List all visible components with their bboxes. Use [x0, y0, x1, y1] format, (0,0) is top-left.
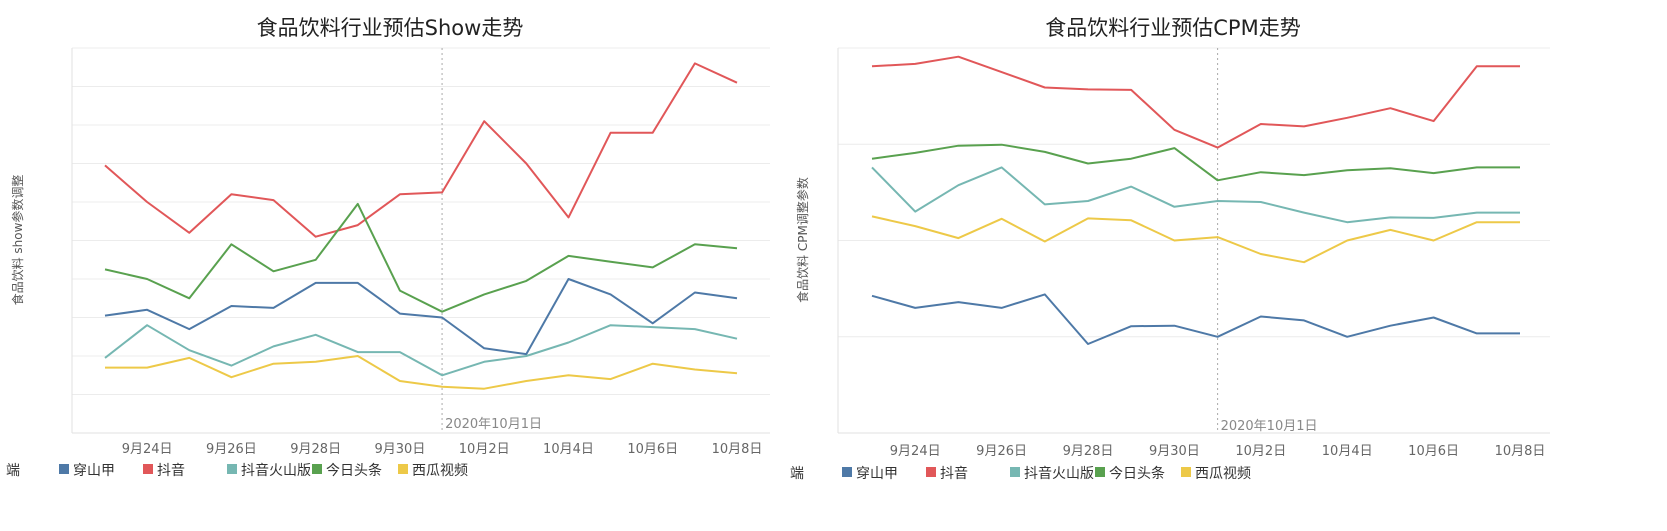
x-tick-label: 9月24日: [890, 444, 941, 459]
x-tick-label: 10月8日: [712, 442, 763, 457]
x-tick-label: 9月26日: [976, 444, 1027, 459]
series-line-穿山甲: [104, 278, 738, 356]
x-tick-label: 9月30日: [1149, 444, 1200, 459]
chart-title: 食品饮料行业预估Show走势: [257, 16, 524, 40]
legend-swatch[interactable]: [926, 467, 936, 477]
x-tick-label: 9月28日: [1063, 444, 1114, 459]
legend-item-label[interactable]: 抖音火山版: [1024, 465, 1094, 482]
series-line-抖音: [104, 62, 738, 238]
reference-line-label: 2020年10月1日: [1221, 419, 1318, 434]
legend-swatch[interactable]: [143, 464, 153, 474]
x-tick-label: 10月8日: [1495, 444, 1546, 459]
x-tick-label: 10月6日: [1408, 444, 1459, 459]
legend-item-label[interactable]: 西瓜视频: [412, 463, 468, 479]
legend-item-label[interactable]: 今日头条: [326, 462, 382, 479]
legend-swatch[interactable]: [1095, 467, 1105, 477]
legend-swatch[interactable]: [398, 464, 408, 474]
chart-title: 食品饮料行业预估CPM走势: [1045, 16, 1300, 40]
series-line-西瓜视频: [105, 355, 738, 390]
reference-line-label: 2020年10月1日: [445, 417, 542, 432]
legend-item-label[interactable]: 抖音火山版: [241, 462, 311, 479]
series-line-穿山甲: [871, 293, 1520, 345]
series-line-抖音火山版: [104, 324, 738, 377]
legend-swatch[interactable]: [1010, 467, 1020, 477]
series-line-今日头条: [104, 202, 738, 313]
series-line-抖音: [871, 55, 1520, 149]
legend-swatch[interactable]: [227, 464, 237, 474]
legend-swatch[interactable]: [312, 464, 322, 474]
x-tick-label: 9月24日: [122, 442, 173, 457]
series-line-今日头条: [871, 143, 1520, 182]
legend-swatch[interactable]: [842, 467, 852, 477]
x-tick-label: 10月2日: [1235, 444, 1286, 459]
y-axis-label: 食品饮料 CPM调整参数: [795, 177, 810, 303]
legend-item-label[interactable]: 抖音: [940, 465, 968, 482]
x-tick-label: 10月4日: [543, 442, 594, 457]
x-tick-label: 9月26日: [206, 442, 257, 457]
legend-item-label[interactable]: 穿山甲: [73, 463, 115, 479]
legend-swatch[interactable]: [1181, 467, 1191, 477]
legend-title: 端: [6, 463, 20, 479]
x-tick-label: 9月30日: [375, 442, 426, 457]
x-tick-label: 10月2日: [459, 442, 510, 457]
x-tick-label: 9月28日: [290, 442, 341, 457]
x-tick-label: 10月4日: [1322, 444, 1373, 459]
series-line-西瓜视频: [871, 215, 1520, 264]
legend-item-label[interactable]: 抖音: [157, 462, 185, 479]
x-tick-label: 10月6日: [627, 442, 678, 457]
legend-item-label[interactable]: 西瓜视频: [1195, 466, 1251, 482]
legend-item-label[interactable]: 今日头条: [1109, 465, 1165, 482]
y-axis-label: 食品饮料 show参数调整: [10, 175, 25, 306]
legend-swatch[interactable]: [59, 464, 69, 474]
legend-title: 端: [790, 466, 804, 482]
series-line-抖音火山版: [871, 166, 1520, 224]
legend-item-label[interactable]: 穿山甲: [856, 466, 898, 482]
